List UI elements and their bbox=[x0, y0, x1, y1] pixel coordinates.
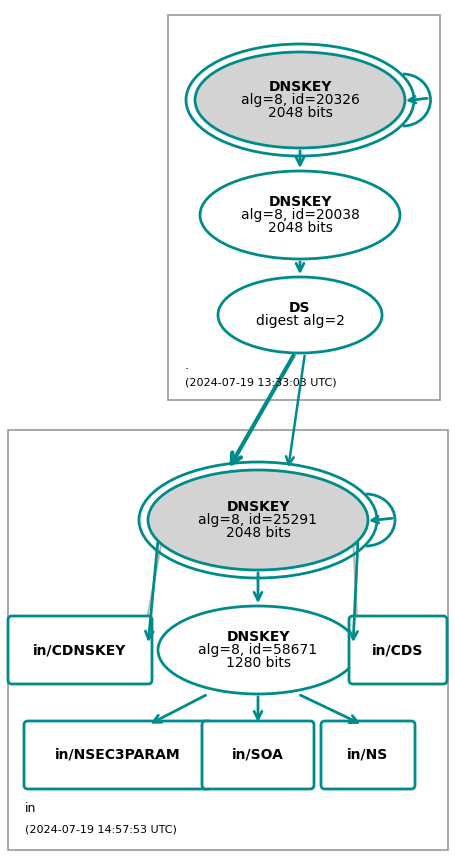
Text: in: in bbox=[25, 802, 36, 815]
Text: in/NSEC3PARAM: in/NSEC3PARAM bbox=[55, 748, 181, 762]
FancyBboxPatch shape bbox=[202, 721, 313, 789]
FancyBboxPatch shape bbox=[348, 616, 446, 684]
Text: DNSKEY: DNSKEY bbox=[226, 630, 289, 644]
Text: DNSKEY: DNSKEY bbox=[268, 195, 331, 209]
Bar bbox=[8, 430, 447, 850]
Text: (2024-07-19 13:33:03 UTC): (2024-07-19 13:33:03 UTC) bbox=[185, 377, 336, 387]
Text: 2048 bits: 2048 bits bbox=[267, 221, 332, 235]
Text: 1280 bits: 1280 bits bbox=[225, 656, 290, 670]
Text: alg=8, id=25291: alg=8, id=25291 bbox=[198, 513, 317, 527]
Text: 2048 bits: 2048 bits bbox=[225, 526, 290, 540]
Text: in/CDNSKEY: in/CDNSKEY bbox=[33, 643, 126, 657]
Ellipse shape bbox=[148, 470, 367, 570]
Text: (2024-07-19 14:57:53 UTC): (2024-07-19 14:57:53 UTC) bbox=[25, 825, 177, 835]
Text: alg=8, id=20326: alg=8, id=20326 bbox=[240, 93, 359, 107]
Text: in/NS: in/NS bbox=[347, 748, 388, 762]
Text: DNSKEY: DNSKEY bbox=[268, 80, 331, 94]
FancyBboxPatch shape bbox=[320, 721, 414, 789]
Text: digest alg=2: digest alg=2 bbox=[255, 315, 344, 329]
Text: alg=8, id=20038: alg=8, id=20038 bbox=[240, 208, 359, 222]
Text: .: . bbox=[185, 358, 188, 371]
Ellipse shape bbox=[217, 277, 381, 353]
Bar bbox=[167, 15, 439, 400]
Text: 2048 bits: 2048 bits bbox=[267, 106, 332, 120]
Ellipse shape bbox=[157, 606, 357, 694]
Text: in/CDS: in/CDS bbox=[371, 643, 423, 657]
Ellipse shape bbox=[195, 52, 404, 148]
FancyBboxPatch shape bbox=[8, 616, 152, 684]
FancyBboxPatch shape bbox=[24, 721, 212, 789]
Text: DNSKEY: DNSKEY bbox=[226, 500, 289, 514]
Ellipse shape bbox=[200, 171, 399, 259]
Text: alg=8, id=58671: alg=8, id=58671 bbox=[198, 643, 317, 657]
Text: in/SOA: in/SOA bbox=[232, 748, 283, 762]
Text: DS: DS bbox=[288, 302, 310, 316]
